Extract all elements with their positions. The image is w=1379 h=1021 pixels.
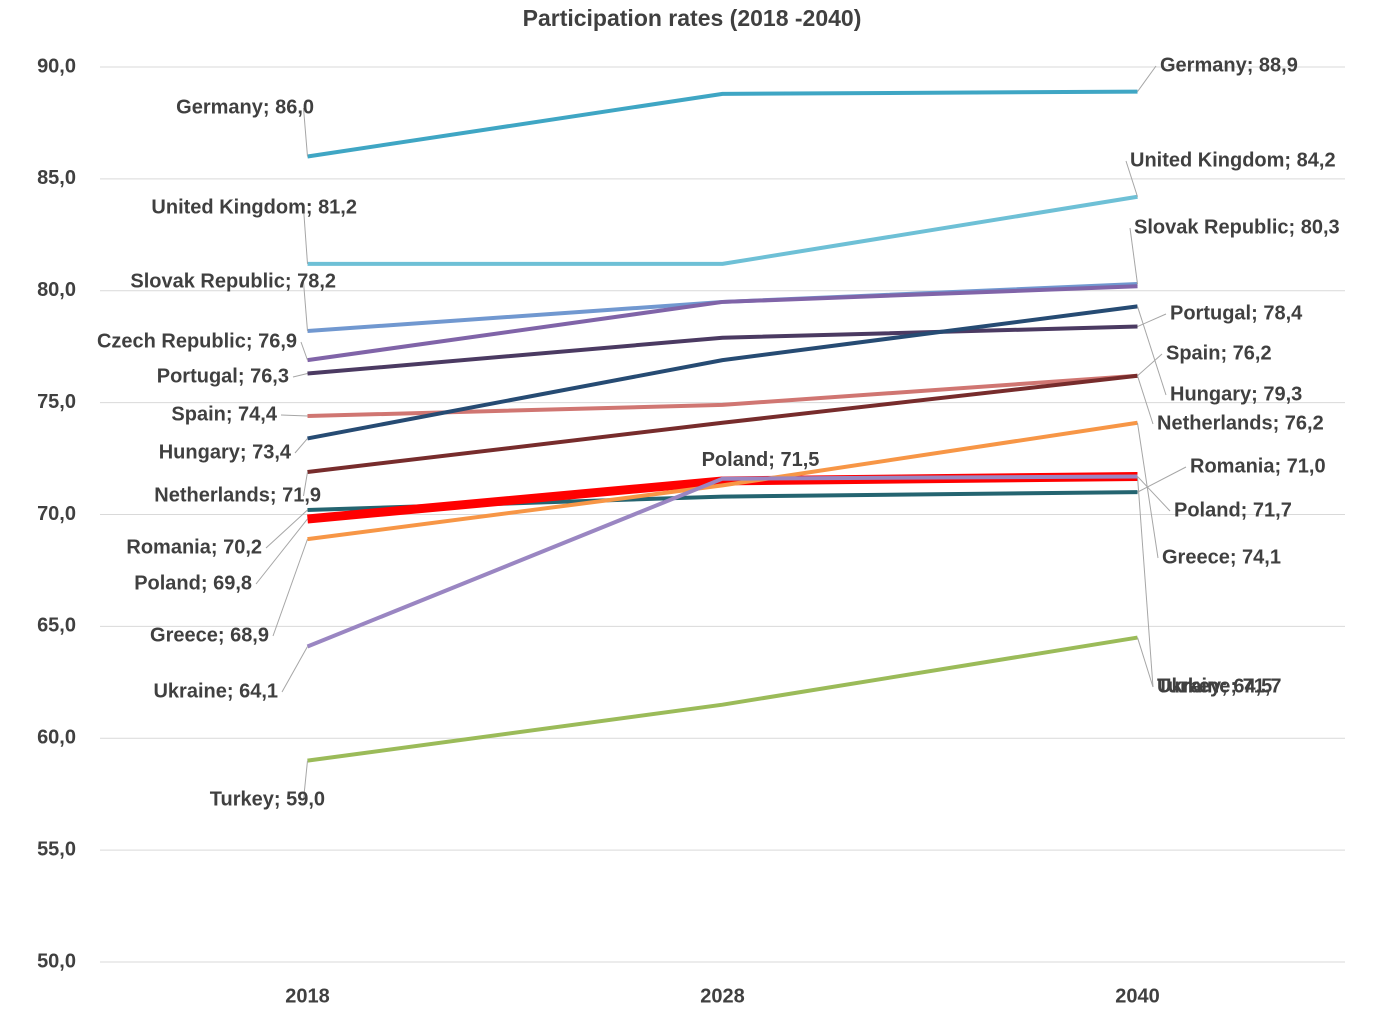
- data-label: Poland; 69,8: [134, 572, 252, 594]
- leader-line: [1137, 637, 1154, 688]
- y-tick-label: 85,0: [37, 167, 76, 189]
- y-tick-label: 60,0: [37, 727, 76, 749]
- y-tick-label: 80,0: [37, 279, 76, 301]
- data-label: Portugal; 78,4: [1170, 302, 1303, 324]
- leader-line: [265, 509, 308, 549]
- leader-line: [1137, 306, 1167, 396]
- data-label: Spain; 74,4: [171, 403, 277, 425]
- y-tick-label: 55,0: [37, 838, 76, 860]
- x-tick-label: 2040: [1115, 985, 1160, 1007]
- data-label: United Kingdom; 84,2: [1130, 149, 1336, 171]
- data-label: Germany; 86,0: [176, 96, 314, 118]
- leader-line: [1137, 476, 1154, 688]
- leader-line: [281, 646, 308, 693]
- data-label: Romania; 71,0: [1190, 455, 1326, 477]
- data-label: Romania; 70,2: [126, 536, 262, 558]
- data-label: Poland; 71,7: [1174, 499, 1292, 521]
- data-label: Germany; 88,9: [1160, 54, 1298, 76]
- leader-line: [1137, 422, 1159, 559]
- leader-line: [255, 518, 308, 585]
- data-label: Slovak Republic; 80,3: [1134, 216, 1340, 238]
- series-line: [307, 194, 1138, 266]
- data-label: Greece; 74,1: [1162, 546, 1281, 568]
- leader-line: [1137, 375, 1154, 425]
- data-label: Netherlands; 71,9: [154, 484, 321, 506]
- series-line: [307, 635, 1138, 763]
- leader-line: [1129, 227, 1138, 285]
- y-tick-label: 90,0: [37, 55, 76, 77]
- data-label: Ukraine; 64,1: [153, 680, 278, 702]
- data-label: Greece; 68,9: [150, 624, 269, 646]
- leader-line: [272, 538, 308, 637]
- leader-line: [303, 471, 308, 497]
- y-tick-label: 75,0: [37, 391, 76, 413]
- y-tick-label: 65,0: [37, 615, 76, 637]
- data-label: Portugal; 76,3: [157, 365, 289, 387]
- series-line: [307, 420, 1138, 542]
- data-label: Netherlands; 76,2: [1157, 412, 1324, 434]
- leader-line: [300, 341, 308, 361]
- leader-line: [1137, 476, 1171, 512]
- data-label: United Kingdom; 81,2: [151, 196, 357, 218]
- series-line: [307, 373, 1138, 474]
- data-label: Hungary; 73,4: [159, 441, 292, 463]
- x-tick-label: 2018: [285, 985, 330, 1007]
- series-line: [307, 304, 1138, 441]
- y-tick-label: 50,0: [37, 950, 76, 972]
- x-tick-label: 2028: [700, 985, 745, 1007]
- data-label: Ukraine; 71,7: [1157, 675, 1282, 697]
- data-label: Czech Republic; 76,9: [97, 330, 297, 352]
- y-tick-label: 70,0: [37, 503, 76, 525]
- data-label: Turkey; 59,0: [210, 788, 325, 810]
- data-label: Spain; 76,2: [1166, 342, 1272, 364]
- series-line: [307, 89, 1138, 159]
- leader-line: [303, 107, 308, 157]
- leader-line: [1137, 353, 1163, 377]
- series-line: [307, 324, 1138, 376]
- data-label: Turkey; 64,5: [1157, 675, 1272, 697]
- leader-line: [303, 760, 308, 801]
- leader-line: [303, 207, 308, 264]
- series-line: [307, 284, 1138, 363]
- series-line: [306, 474, 1138, 649]
- leader-line: [1137, 65, 1157, 92]
- leader-line: [294, 438, 308, 454]
- data-label: Hungary; 79,3: [1170, 383, 1302, 405]
- chart-title: Participation rates (2018 -2040): [523, 5, 862, 31]
- data-label: Slovak Republic; 78,2: [130, 270, 336, 292]
- leader-line: [303, 281, 308, 332]
- leader-line: [1137, 313, 1167, 328]
- leader-line: [292, 373, 308, 378]
- data-label: Poland; 71,5: [702, 449, 820, 471]
- leader-line: [1125, 160, 1138, 197]
- leader-line: [1137, 466, 1187, 493]
- leader-line: [280, 414, 308, 417]
- series-line: [307, 373, 1138, 419]
